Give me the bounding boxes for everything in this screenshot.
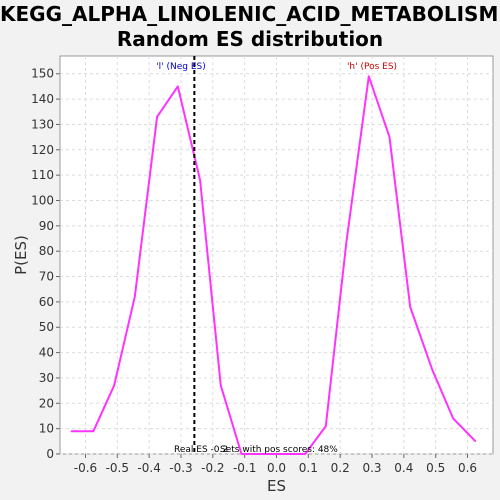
neg-es-label: 'l' (Neg ES): [156, 62, 206, 72]
data-point: [134, 296, 136, 298]
x-tick-label: -0.1: [233, 461, 256, 475]
y-tick-label: 150: [31, 67, 54, 81]
data-point: [431, 369, 434, 371]
axis-ticks: 0 10 20 30 40 50 60 70 80 90 100 110 120 130 140 150 -0.…: [31, 67, 477, 475]
data-point: [199, 179, 201, 181]
x-tick-label: 0.6: [458, 461, 477, 475]
x-tick-label: 0.4: [394, 461, 413, 475]
data-point: [474, 440, 477, 442]
x-tick-label: 0.5: [426, 461, 445, 475]
real-es-label: Real ES -0.2: [174, 445, 228, 455]
y-tick-label: 90: [39, 219, 54, 233]
chart-title: KEGG_ALPHA_LINOLENIC_ACID_METABOLISM:: [0, 2, 500, 26]
data-point: [282, 453, 284, 455]
data-point: [304, 453, 306, 455]
y-tick-label: 50: [39, 320, 54, 334]
x-axis-label: ES: [267, 477, 286, 495]
data-point: [261, 453, 263, 455]
y-tick-label: 30: [39, 371, 54, 385]
data-point: [177, 85, 179, 88]
y-tick-label: 70: [39, 270, 54, 284]
y-axis-label: P(ES): [12, 235, 30, 275]
data-point: [345, 240, 348, 242]
data-point: [156, 116, 158, 118]
y-tick-label: 130: [31, 117, 54, 131]
y-tick-label: 20: [39, 396, 54, 410]
data-point: [70, 430, 72, 432]
data-point: [240, 453, 243, 455]
y-tick-label: 10: [39, 422, 54, 436]
grid: [60, 56, 493, 455]
x-tick-label: -0.6: [74, 461, 97, 475]
x-tick-label: 0.0: [267, 461, 286, 475]
y-tick-label: 40: [39, 346, 54, 360]
data-point: [368, 75, 370, 77]
data-point: [452, 417, 454, 420]
y-tick-label: 0: [46, 447, 54, 461]
x-tick-label: -0.2: [201, 461, 224, 475]
y-tick-label: 60: [39, 295, 54, 309]
x-tick-label: -0.3: [169, 461, 192, 475]
data-point: [325, 425, 327, 427]
data-point: [113, 384, 115, 387]
y-tick-label: 140: [31, 92, 54, 106]
annotation-layer: 'l' (Neg ES) 'h' (Pos ES) Real ES -0.2 S…: [156, 62, 397, 455]
x-tick-label: 0.1: [299, 461, 318, 475]
series-layer: [70, 56, 477, 455]
pos-scores-label: Sets with pos scores: 48%: [220, 445, 338, 455]
x-tick-label: -0.4: [137, 461, 160, 475]
y-tick-label: 80: [39, 244, 54, 258]
data-point: [388, 136, 391, 138]
pos-es-label: 'h' (Pos ES): [347, 62, 397, 72]
data-point: [220, 384, 222, 387]
y-tick-label: 120: [31, 143, 54, 157]
es-distribution-line: [71, 75, 477, 455]
x-tick-label: -0.5: [106, 461, 129, 475]
data-point: [409, 306, 411, 308]
y-tick-label: 100: [31, 193, 54, 207]
data-point: [92, 430, 95, 432]
x-tick-label: 0.3: [362, 461, 381, 475]
chart-subtitle: Random ES distribution: [116, 27, 384, 51]
x-tick-label: 0.2: [331, 461, 350, 475]
y-tick-label: 110: [31, 168, 54, 182]
